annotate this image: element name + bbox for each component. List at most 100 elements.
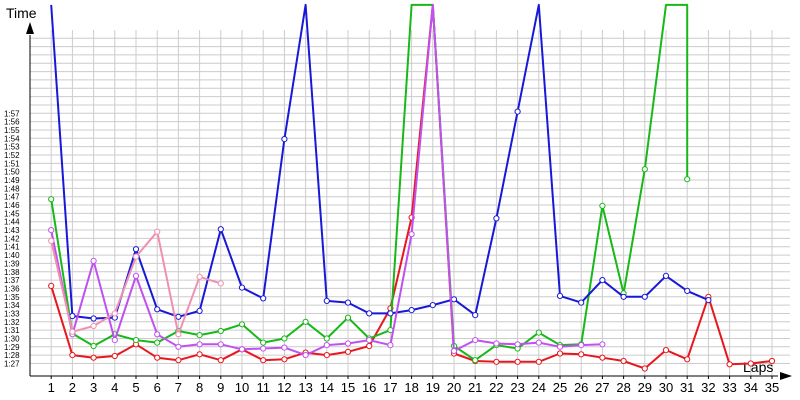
data-point — [366, 310, 373, 317]
data-point — [238, 321, 246, 328]
data-point — [132, 246, 140, 253]
data-point — [238, 346, 246, 353]
y-tick-label: 1:52 — [4, 151, 20, 160]
y-tick-label: 1:56 — [4, 118, 20, 127]
data-point — [535, 339, 542, 346]
data-point — [641, 365, 648, 372]
data-point — [196, 307, 203, 314]
data-point — [260, 295, 267, 302]
x-tick-label: 5 — [132, 380, 139, 395]
y-axis-title: Time — [6, 5, 37, 21]
x-tick-label: 30 — [659, 380, 673, 395]
x-tick-label: 8 — [196, 380, 203, 395]
data-point — [493, 215, 500, 222]
y-tick-label: 1:50 — [4, 168, 20, 177]
x-tick-label: 34 — [744, 380, 758, 395]
data-point — [281, 356, 288, 363]
data-point — [217, 280, 224, 287]
data-point — [641, 293, 648, 300]
data-point — [175, 313, 182, 320]
data-point — [48, 282, 55, 289]
y-tick-label: 1:35 — [4, 293, 20, 302]
x-tick-label: 22 — [489, 380, 503, 395]
data-point — [217, 226, 224, 233]
x-tick-label: 35 — [765, 380, 779, 395]
x-tick-label: 15 — [341, 380, 355, 395]
x-tick-label: 31 — [680, 380, 694, 395]
x-tick-label: 23 — [510, 380, 524, 395]
data-point — [344, 299, 352, 306]
y-tick-label: 1:40 — [4, 251, 20, 260]
data-point — [344, 340, 352, 347]
data-point — [599, 277, 606, 284]
grid — [30, 30, 790, 379]
data-point — [111, 352, 118, 360]
x-tick-label: 1 — [48, 380, 55, 395]
data-point — [111, 310, 118, 317]
x-tick-label: 16 — [362, 380, 376, 395]
data-point — [238, 284, 246, 291]
data-point — [196, 332, 203, 339]
data-point — [323, 342, 330, 349]
y-tick-label: 1:47 — [4, 193, 20, 202]
data-point — [556, 350, 564, 357]
data-point — [69, 312, 76, 320]
data-point — [132, 337, 140, 344]
data-point — [323, 352, 330, 359]
data-point — [281, 344, 288, 351]
x-tick-label: 10 — [235, 380, 249, 395]
y-tick-label: 1:31 — [4, 326, 20, 335]
x-tick-label: 20 — [447, 380, 461, 395]
data-point — [726, 361, 733, 368]
data-point — [578, 351, 585, 358]
data-point — [556, 343, 564, 350]
y-tick-label: 1:38 — [4, 268, 20, 277]
series-line — [50, 3, 709, 320]
data-point — [154, 331, 161, 338]
x-tick-label: 17 — [383, 380, 397, 395]
y-tick-label: 1:53 — [4, 143, 20, 152]
data-point — [408, 231, 415, 238]
x-tick-labels: 1 2 3 4 5 6 7 8 9 10 11 12 13 14 15 16 17 18 19 20 21 22 23 24 2… — [48, 380, 780, 395]
data-point — [662, 347, 670, 354]
y-tick-label: 1:37 — [4, 276, 20, 285]
data-point — [344, 348, 352, 355]
data-point — [662, 272, 670, 279]
y-tick-label: 1:45 — [4, 209, 20, 218]
y-tick-label: 1:46 — [4, 201, 20, 210]
y-axis-arrow-icon — [26, 22, 34, 34]
data-point — [705, 297, 712, 304]
data-point — [450, 296, 458, 303]
series — [48, 3, 776, 372]
x-tick-label: 24 — [532, 380, 546, 395]
series-5 — [48, 228, 224, 338]
y-tick-label: 1:27 — [4, 359, 20, 368]
x-axis-arrow-icon — [780, 372, 792, 380]
y-tick-label: 1:34 — [4, 301, 20, 310]
data-point — [535, 329, 542, 336]
data-point — [196, 341, 203, 348]
x-tick-label: 13 — [298, 380, 312, 395]
data-point — [90, 315, 97, 322]
data-point — [684, 287, 691, 294]
y-tick-label: 1:33 — [4, 309, 20, 318]
data-point — [90, 342, 97, 350]
y-tick-label: 1:28 — [4, 351, 20, 360]
data-point — [281, 136, 288, 143]
data-point — [344, 314, 352, 321]
series-4 — [48, 3, 606, 359]
series-line — [50, 3, 689, 362]
y-tick-label: 1:48 — [4, 184, 20, 193]
data-point — [450, 347, 458, 355]
data-point — [260, 345, 267, 352]
data-point — [578, 299, 585, 306]
data-point — [684, 356, 691, 363]
data-point — [90, 322, 97, 330]
data-point — [260, 357, 267, 364]
x-tick-label: 11 — [256, 380, 270, 395]
y-tick-label: 1:51 — [4, 159, 20, 168]
data-point — [578, 342, 585, 349]
data-point — [366, 337, 373, 344]
y-tick-label: 1:29 — [4, 343, 20, 352]
y-tick-label: 1:57 — [4, 109, 20, 118]
